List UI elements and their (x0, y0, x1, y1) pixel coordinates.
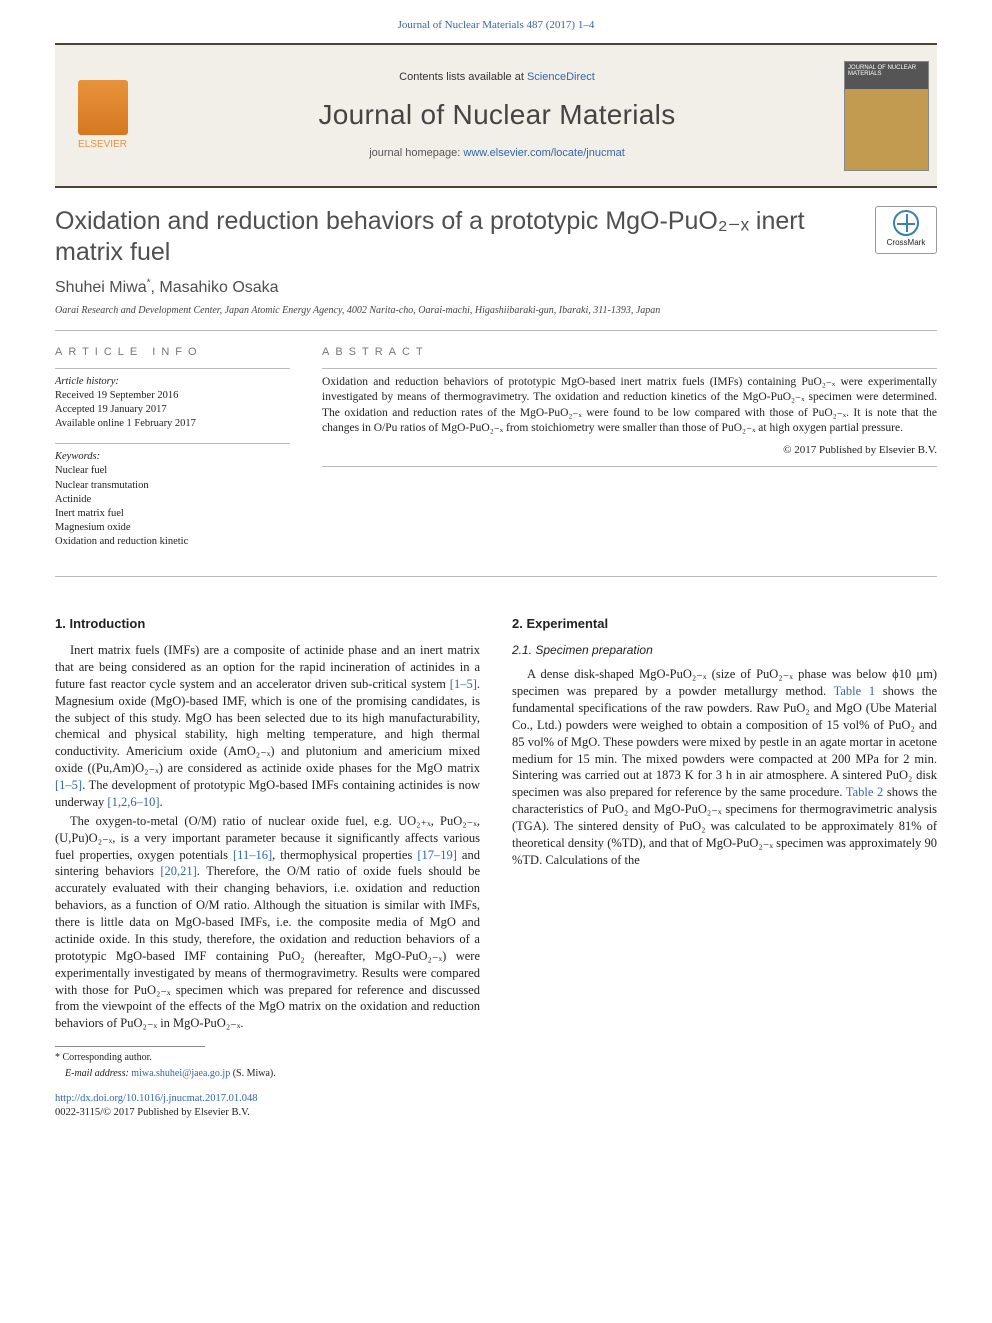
journal-homepage-line: journal homepage: www.elsevier.com/locat… (150, 146, 844, 161)
publisher-logo: ELSEVIER (55, 45, 150, 186)
citation-link[interactable]: [1,2,6–10] (107, 795, 159, 809)
journal-name: Journal of Nuclear Materials (150, 96, 844, 134)
received-date: Received 19 September 2016 (55, 389, 290, 403)
citation-link[interactable]: [17–19] (417, 848, 457, 862)
contents-list-line: Contents lists available at ScienceDirec… (150, 70, 844, 85)
citation-link[interactable]: [11–16] (233, 848, 272, 862)
text-run: . Magnesium oxide (MgO)-based IMF, which… (55, 677, 480, 775)
homepage-prefix: journal homepage: (369, 147, 463, 159)
text-run: , thermophysical properties (272, 848, 417, 862)
abstract-text: Oxidation and reduction behaviors of pro… (322, 375, 937, 437)
email-suffix: (S. Miwa). (230, 1068, 276, 1079)
footnote-separator (55, 1046, 205, 1047)
section-heading-experimental: 2. Experimental (512, 615, 937, 633)
online-date: Available online 1 February 2017 (55, 417, 290, 431)
table-link[interactable]: Table 2 (846, 785, 883, 799)
crossmark-label: CrossMark (887, 238, 926, 249)
keyword: Inert matrix fuel (55, 507, 290, 521)
cover-label: JOURNAL OF NUCLEAR MATERIALS (848, 65, 928, 78)
abstract-heading: ABSTRACT (322, 345, 937, 360)
keywords-block: Keywords: Nuclear fuel Nuclear transmuta… (55, 443, 290, 549)
abstract-copyright: © 2017 Published by Elsevier B.V. (322, 443, 937, 458)
crossmark-badge[interactable]: CrossMark (875, 206, 937, 254)
citation-link[interactable]: [1–5] (450, 677, 477, 691)
affiliation: Oarai Research and Development Center, J… (55, 304, 937, 331)
history-label: Article history: (55, 375, 290, 389)
doi-link[interactable]: http://dx.doi.org/10.1016/j.jnucmat.2017… (55, 1093, 258, 1104)
elsevier-tree-icon (78, 80, 128, 135)
contents-prefix: Contents lists available at (399, 71, 527, 83)
section-heading-introduction: 1. Introduction (55, 615, 480, 633)
corresponding-author-note: * Corresponding author. (55, 1051, 480, 1065)
abstract-column: ABSTRACT Oxidation and reduction behavio… (322, 345, 937, 562)
keyword: Nuclear transmutation (55, 479, 290, 493)
text-run: Inert matrix fuels (IMFs) are a composit… (55, 643, 480, 691)
email-label: E-mail address: (65, 1068, 131, 1079)
citation-header: Journal of Nuclear Materials 487 (2017) … (55, 18, 937, 33)
text-run: . (160, 795, 163, 809)
article-body: 1. Introduction Inert matrix fuels (IMFs… (55, 601, 937, 1083)
subsection-heading-specimen: 2.1. Specimen preparation (512, 642, 937, 658)
keyword: Actinide (55, 493, 290, 507)
keyword: Nuclear fuel (55, 464, 290, 478)
journal-cover-thumbnail: JOURNAL OF NUCLEAR MATERIALS (844, 61, 929, 171)
table-link[interactable]: Table 1 (834, 684, 876, 698)
author-email-link[interactable]: miwa.shuhei@jaea.go.jp (131, 1068, 230, 1079)
body-paragraph: The oxygen-to-metal (O/M) ratio of nucle… (55, 813, 480, 1032)
authors-line: Shuhei Miwa*, Masahiko Osaka (55, 276, 937, 298)
crossmark-icon (893, 210, 919, 236)
article-title: Oxidation and reduction behaviors of a p… (55, 206, 861, 269)
accepted-date: Accepted 19 January 2017 (55, 403, 290, 417)
homepage-link[interactable]: www.elsevier.com/locate/jnucmat (463, 147, 624, 159)
keywords-label: Keywords: (55, 450, 290, 464)
article-info-heading: ARTICLE INFO (55, 345, 290, 360)
journal-header-band: ELSEVIER Contents lists available at Sci… (55, 43, 937, 188)
body-paragraph: A dense disk-shaped MgO-PuO₂₋ₓ (size of … (512, 666, 937, 869)
sciencedirect-link[interactable]: ScienceDirect (527, 71, 595, 83)
page-footer: http://dx.doi.org/10.1016/j.jnucmat.2017… (55, 1092, 937, 1120)
keyword: Oxidation and reduction kinetic (55, 535, 290, 549)
issn-copyright-line: 0022-3115/© 2017 Published by Elsevier B… (55, 1106, 937, 1120)
author-names: Shuhei Miwa*, Masahiko Osaka (55, 279, 279, 296)
citation-link[interactable]: [1–5] (55, 778, 82, 792)
citation-link[interactable]: [20,21] (160, 864, 196, 878)
publisher-name: ELSEVIER (78, 138, 127, 152)
article-history-block: Article history: Received 19 September 2… (55, 368, 290, 432)
text-run: shows the fundamental specifications of … (512, 684, 937, 799)
article-info-column: ARTICLE INFO Article history: Received 1… (55, 345, 290, 562)
keyword: Magnesium oxide (55, 521, 290, 535)
text-run: . Therefore, the O/M ratio of oxide fuel… (55, 864, 480, 1030)
body-paragraph: Inert matrix fuels (IMFs) are a composit… (55, 642, 480, 811)
email-note: E-mail address: miwa.shuhei@jaea.go.jp (… (55, 1067, 480, 1081)
